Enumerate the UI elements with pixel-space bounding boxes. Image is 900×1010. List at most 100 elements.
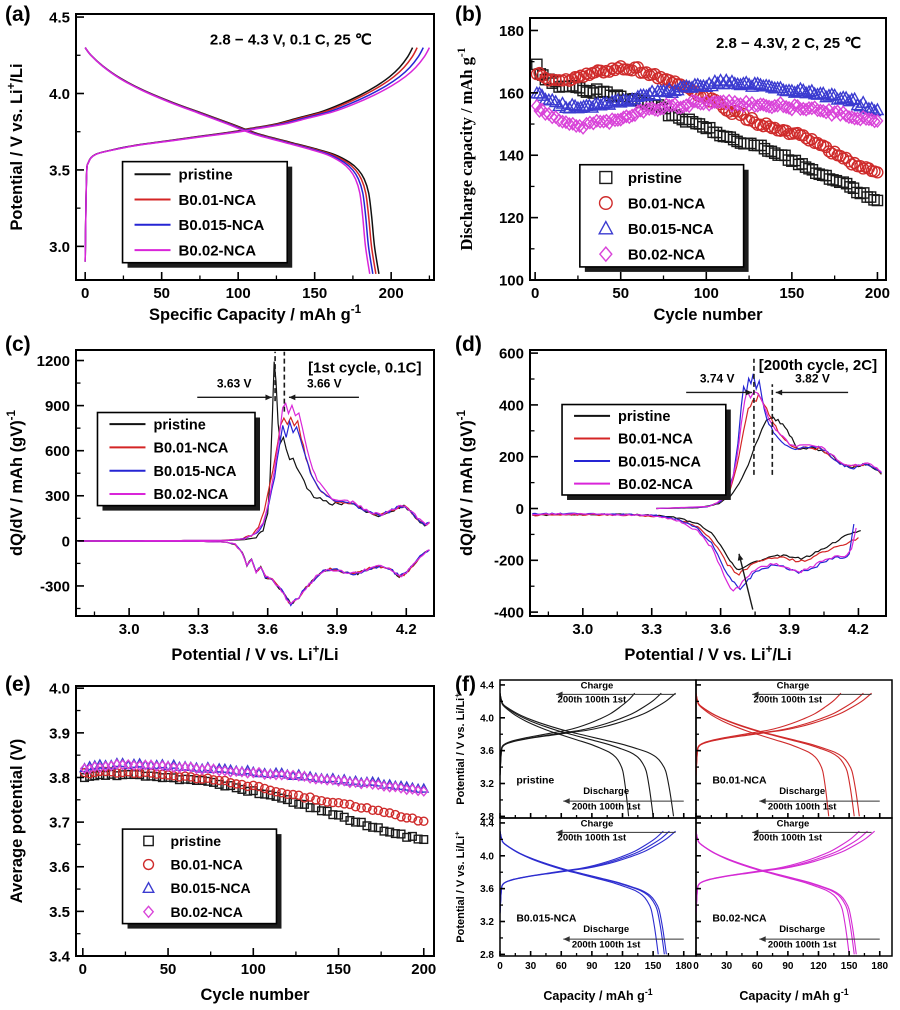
svg-text:160: 160 xyxy=(499,85,524,102)
series-B0.01-NCA xyxy=(79,766,429,826)
svg-text:B0.02-NCA: B0.02-NCA xyxy=(628,247,706,264)
svg-text:900: 900 xyxy=(45,398,70,415)
svg-text:90: 90 xyxy=(586,961,598,972)
svg-text:B0.02-NCA: B0.02-NCA xyxy=(618,477,693,493)
svg-text:0: 0 xyxy=(62,533,70,550)
svg-text:Discharge: Discharge xyxy=(583,786,629,797)
panel-a: (a) 0 50 100 150 200 3.0 3.5 4.0 4.5 Specific Cap… xyxy=(0,0,450,330)
panel-a-label: (a) xyxy=(5,3,31,26)
svg-text:200th 100th 1st: 200th 100th 1st xyxy=(572,939,641,950)
svg-text:pristine: pristine xyxy=(171,833,222,849)
svg-text:3.5: 3.5 xyxy=(49,162,70,179)
series-B0.02-NCA xyxy=(531,93,884,135)
svg-text:4.2: 4.2 xyxy=(848,621,869,638)
annotations: [1st cycle, 0.1C] 3.63 V 3.66 V xyxy=(197,351,421,412)
series-B0.015-NCA xyxy=(531,73,885,117)
svg-text:4.0: 4.0 xyxy=(480,713,494,724)
svg-text:4.0: 4.0 xyxy=(49,681,70,698)
svg-text:150: 150 xyxy=(326,961,351,978)
svg-text:30: 30 xyxy=(721,961,733,972)
svg-text:3.5: 3.5 xyxy=(49,904,70,921)
svg-text:90: 90 xyxy=(782,961,794,972)
series-B0.02-NCA xyxy=(79,758,429,797)
svg-text:B0.01-NCA: B0.01-NCA xyxy=(712,775,767,787)
svg-text:4.4: 4.4 xyxy=(480,819,494,830)
svg-text:B0.01-NCA: B0.01-NCA xyxy=(628,195,706,212)
svg-text:120: 120 xyxy=(810,961,827,972)
series-B0.02-NCA xyxy=(78,402,430,605)
svg-text:200th 100th 1st: 200th 100th 1st xyxy=(754,833,823,844)
svg-text:3.4: 3.4 xyxy=(49,948,71,965)
svg-text:200th 100th 1st: 200th 100th 1st xyxy=(558,695,627,706)
svg-text:pristine: pristine xyxy=(516,775,554,787)
svg-text:3.9: 3.9 xyxy=(779,621,800,638)
panel-a-chart: 0 50 100 150 200 3.0 3.5 4.0 4.5 Specific Capacit… xyxy=(6,9,435,324)
svg-text:400: 400 xyxy=(499,397,524,414)
svg-text:50: 50 xyxy=(160,961,177,978)
svg-text:3.2: 3.2 xyxy=(480,917,494,928)
svg-text:3.3: 3.3 xyxy=(641,621,662,638)
series-B0.02-NCA xyxy=(532,389,882,592)
legend: pristine B0.01-NCA B0.015-NCA B0.02-NCA xyxy=(561,403,731,500)
svg-text:Cycle number: Cycle number xyxy=(200,986,310,1004)
svg-text:B0.015-NCA: B0.015-NCA xyxy=(618,454,702,470)
annotations: 2.8 − 4.3V, 2 C, 25 ℃ xyxy=(716,35,861,52)
panel-c-chart: 3.0 3.3 3.6 3.9 4.2 -300 0 300 600 900 1200 Potenti… xyxy=(6,349,435,664)
legend: pristine B0.01-NCA B0.015-NCA B0.02-NCA xyxy=(96,411,260,511)
panel-e-chart: 0 50 100 150 200 3.4 3.5 3.6 3.7 3.8 3.9 4.0 Cycle n… xyxy=(8,681,436,1004)
svg-text:200: 200 xyxy=(865,285,890,302)
svg-text:-200: -200 xyxy=(494,553,524,570)
svg-text:pristine: pristine xyxy=(628,170,682,187)
svg-text:3.63 V: 3.63 V xyxy=(217,377,252,391)
svg-text:140: 140 xyxy=(499,148,524,165)
panel-d-chart: 3.0 3.3 3.6 3.9 4.2 -400 -200 0 200 400 600 Potenti… xyxy=(456,346,887,664)
svg-text:1200: 1200 xyxy=(37,353,70,370)
svg-text:100: 100 xyxy=(694,285,719,302)
svg-text:60: 60 xyxy=(752,961,764,972)
legend: pristine B0.01-NCA B0.015-NCA B0.02-NCA xyxy=(579,163,749,272)
svg-text:200th 100th 1st: 200th 100th 1st xyxy=(558,833,627,844)
svg-text:pristine: pristine xyxy=(179,167,233,184)
svg-text:4.4: 4.4 xyxy=(480,681,494,692)
svg-text:2.8: 2.8 xyxy=(480,950,494,961)
svg-text:Potential / V vs. Li+/Li: Potential / V vs. Li+/Li xyxy=(624,644,791,664)
svg-text:Discharge: Discharge xyxy=(779,924,825,935)
plot-series xyxy=(79,757,430,845)
panel-b-label: (b) xyxy=(455,3,482,26)
svg-text:B0.02-NCA: B0.02-NCA xyxy=(712,913,767,925)
svg-text:2.8 − 4.3 V, 0.1 C, 25 ℃: 2.8 − 4.3 V, 0.1 C, 25 ℃ xyxy=(210,32,372,49)
svg-text:100: 100 xyxy=(226,285,251,302)
svg-text:pristine: pristine xyxy=(153,417,205,433)
svg-text:Potential / V vs. Li+/Li: Potential / V vs. Li+/Li xyxy=(6,63,26,230)
svg-text:3.9: 3.9 xyxy=(327,621,348,638)
panel-d: (d) 3.0 3.3 3.6 3.9 4.2 -400 -200 0 200 400 600 Pot… xyxy=(450,330,900,670)
svg-text:4.5: 4.5 xyxy=(49,9,70,26)
svg-text:-300: -300 xyxy=(40,578,70,595)
svg-text:2.8: 2.8 xyxy=(480,812,494,823)
svg-text:150: 150 xyxy=(779,285,804,302)
svg-text:B0.02-NCA: B0.02-NCA xyxy=(171,904,243,920)
svg-text:B0.015-NCA: B0.015-NCA xyxy=(179,217,265,234)
svg-text:50: 50 xyxy=(153,285,170,302)
svg-text:3.6: 3.6 xyxy=(710,621,731,638)
legend: pristine B0.01-NCA B0.015-NCA B0.02-NCA xyxy=(121,828,282,929)
svg-text:B0.015-NCA: B0.015-NCA xyxy=(516,913,577,925)
panel-e-label: (e) xyxy=(5,673,31,696)
svg-text:50: 50 xyxy=(612,285,629,302)
svg-text:4.2: 4.2 xyxy=(396,621,417,638)
svg-text:Discharge: Discharge xyxy=(779,786,825,797)
svg-text:3.7: 3.7 xyxy=(49,815,70,832)
svg-text:B0.01-NCA: B0.01-NCA xyxy=(171,857,243,873)
svg-text:200th 100th 1st: 200th 100th 1st xyxy=(572,801,641,812)
svg-text:3.3: 3.3 xyxy=(188,621,209,638)
subpanel-B0.015-NCA: 0 30 60 90 120 150 180 2.8 3.2 3.6 4.0 4.4 B0.015-NC… xyxy=(480,817,697,972)
svg-text:3.82 V: 3.82 V xyxy=(795,371,830,385)
plot-series xyxy=(84,47,431,275)
plot-series xyxy=(78,361,430,607)
svg-text:-400: -400 xyxy=(494,605,524,622)
svg-text:100: 100 xyxy=(241,961,266,978)
svg-text:B0.01-NCA: B0.01-NCA xyxy=(618,432,693,448)
subpanel-B0.02-NCA: 0 30 60 90 120 150 180 B0.02-NCA Charge 200th 100… xyxy=(693,817,893,972)
svg-text:Potential / V vs. Li/Li+: Potential / V vs. Li/Li+ xyxy=(452,831,467,943)
